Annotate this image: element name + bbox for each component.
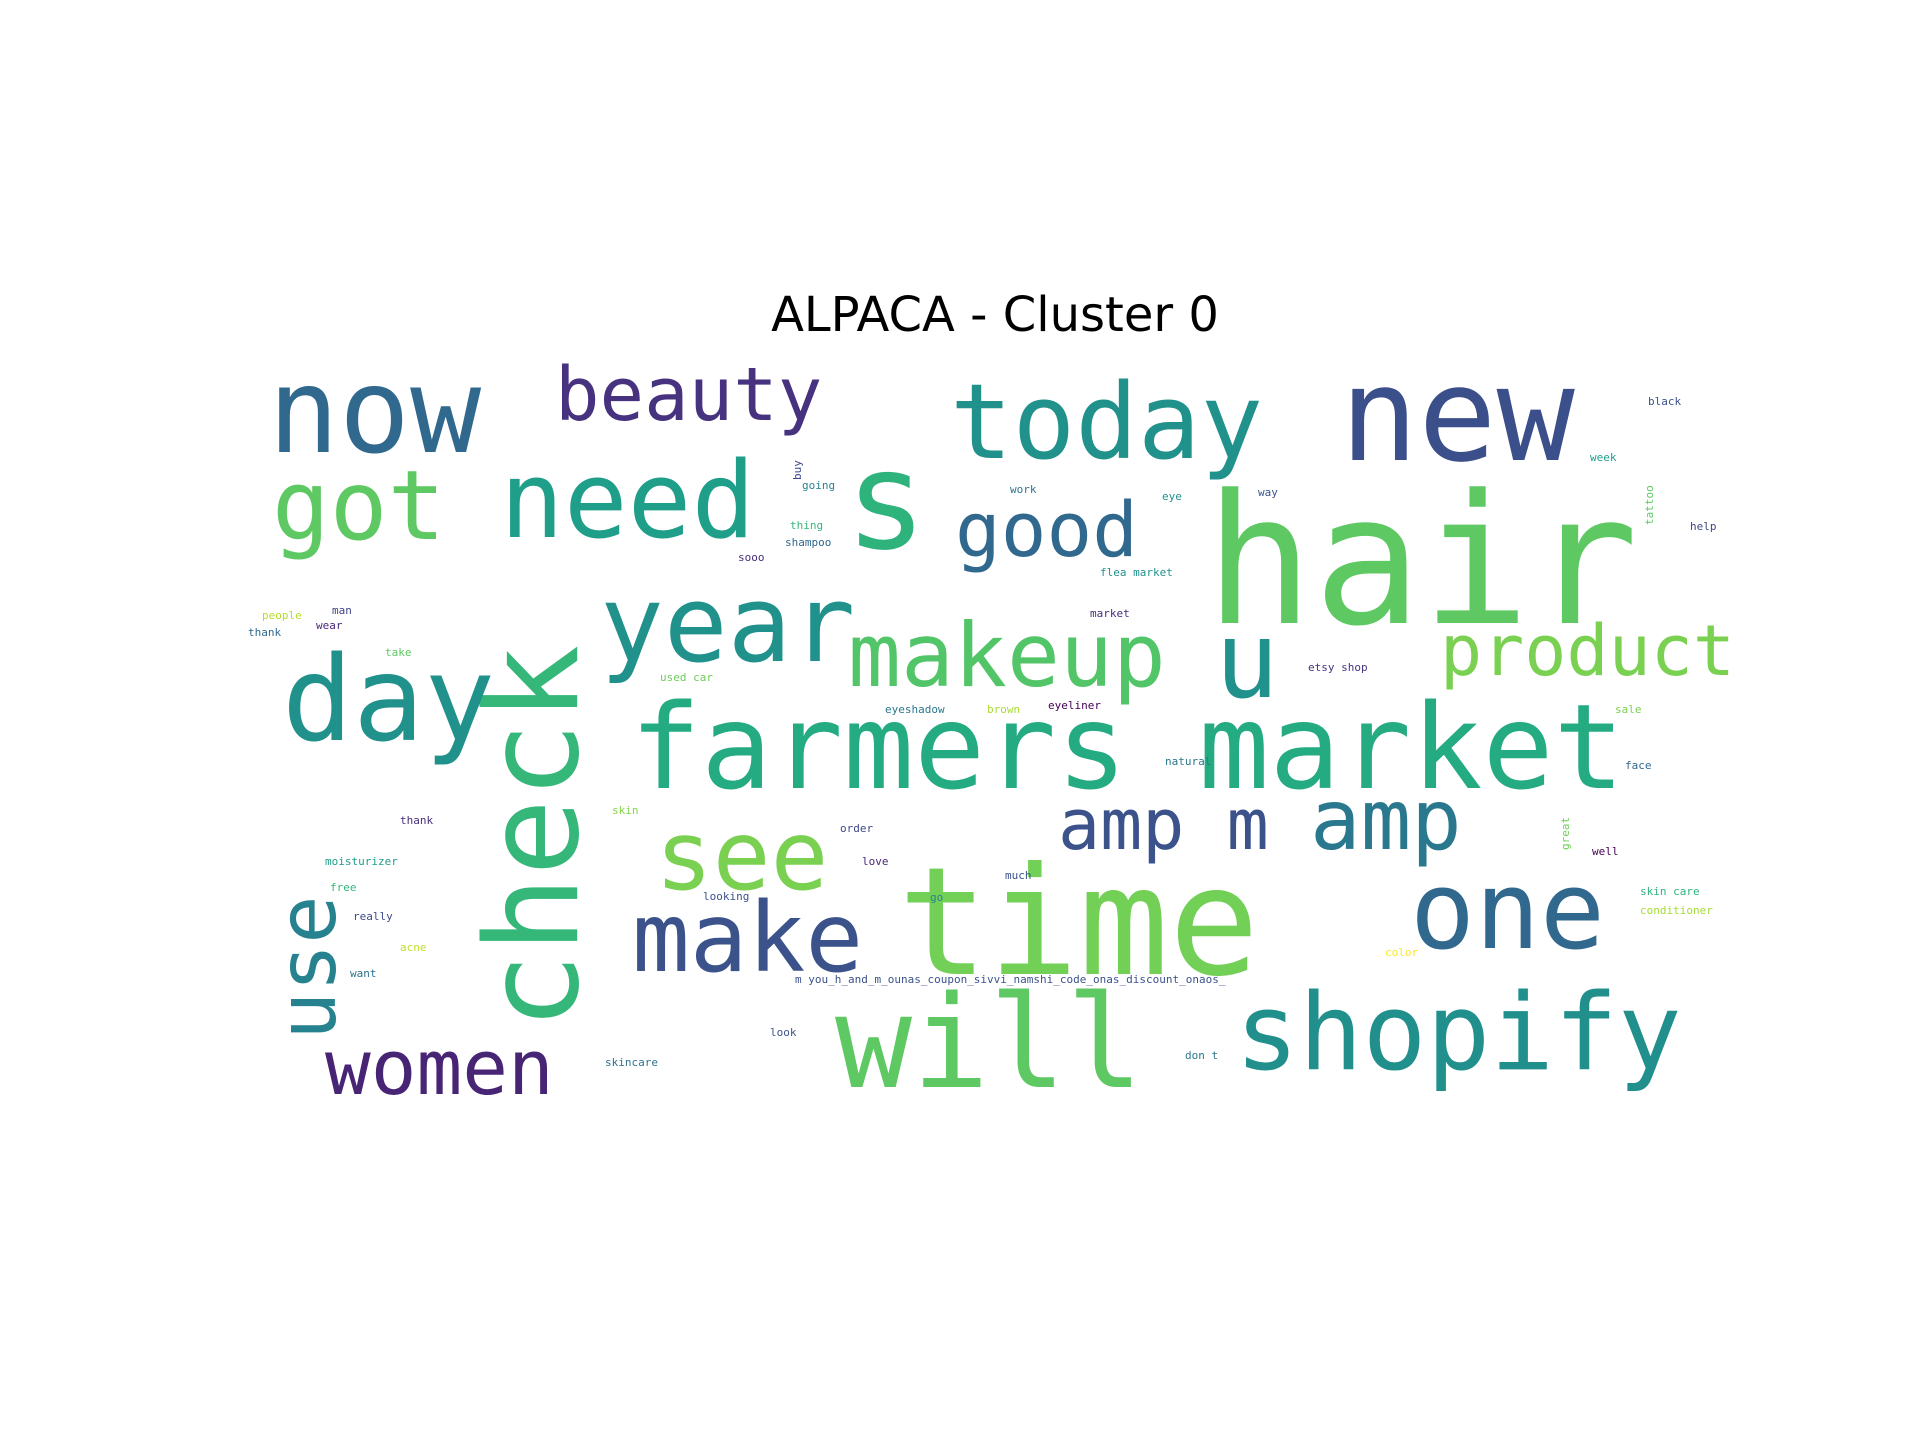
cloud-word: amp [1310,771,1462,869]
page-title: ALPACA - Cluster 0 [771,287,1219,343]
cloud-word: tattoo [1643,485,1656,525]
cloud-word: much [1005,869,1032,882]
cloud-word: black [1648,395,1682,408]
cloud-word: face [1625,759,1652,772]
cloud-word: brown [987,703,1021,716]
cloud-word: now [268,342,482,480]
cloud-word: great [1559,816,1572,850]
cloud-word: buy [791,460,804,480]
cloud-word: good [955,485,1139,574]
cloud-word: new [1340,339,1575,491]
cloud-word: thank [400,814,434,827]
cloud-word: conditioner [1640,904,1713,917]
cloud-word: use [261,895,354,1041]
cloud-word: thank [248,626,282,639]
cloud-word: way [1258,486,1278,499]
cloud-word: love [862,855,889,868]
cloud-word: hair [1205,457,1639,666]
cloud-word: farmers market [630,678,1625,816]
cloud-word: want [350,967,377,980]
cloud-word: look [770,1026,797,1039]
cloud-word: used car [660,671,713,684]
cloud-word: work [1010,483,1037,496]
cloud-word: makeup [848,604,1166,707]
cloud-word: eye [1162,490,1182,503]
cloud-word: got [272,450,446,562]
cloud-word: eyeliner [1048,699,1101,712]
cloud-word: going [802,479,836,492]
cloud-word: man [332,604,352,617]
cloud-word: see [655,800,829,912]
cloud-word: flea market [1100,566,1173,579]
cloud-word: product [1440,610,1736,692]
cloud-word: wear [316,619,343,632]
cloud-word: shampoo [785,536,832,549]
cloud-word: sooo [738,551,765,564]
cloud-word: acne [400,941,427,954]
cloud-word: year [600,563,856,686]
cloud-word: people [262,609,302,622]
cloud-word: moisturizer [325,855,398,868]
cloud-word: need [500,439,756,562]
cloud-word: take [385,646,412,659]
cloud-word: will [835,969,1144,1118]
cloud-word: free [330,881,357,894]
cloud-word: skin [612,804,639,817]
cloud-word: skin care [1640,885,1700,898]
cloud-word: make [632,882,864,994]
cloud-word: shopify [1235,971,1682,1094]
cloud-word: amp m [1058,784,1269,866]
cloud-word: looking [703,890,750,903]
cloud-word: today [950,361,1264,483]
cloud-word: women [325,1023,554,1112]
cloud-word: etsy shop [1308,661,1368,674]
cloud-word: u [1215,599,1279,722]
cloud-word: color [1385,946,1419,959]
cloud-word: one [1410,849,1606,974]
cloud-word: really [353,910,393,923]
cloud-word: week [1590,451,1617,464]
cloud-word: eyeshadow [885,703,945,716]
cloud-word: time [898,836,1260,1010]
cloud-word: go [930,891,944,904]
cloud-word: skincare [605,1056,658,1069]
cloud-word: don t [1185,1049,1219,1062]
cloud-word: natural [1165,755,1212,768]
cloud-word: market [1090,607,1130,620]
cloud-word: day [282,630,496,768]
cloud-word: beauty [555,352,823,438]
cloud-word: order [840,822,874,835]
cloud-word: m you_h_and_m_ounas_coupon_sivvi_namshi_… [795,973,1226,986]
cloud-word: s [845,423,927,581]
cloud-word: help [1690,520,1717,533]
cloud-word: well [1592,845,1619,858]
cloud-word: thing [790,519,824,532]
cloud-word: sale [1615,703,1642,716]
